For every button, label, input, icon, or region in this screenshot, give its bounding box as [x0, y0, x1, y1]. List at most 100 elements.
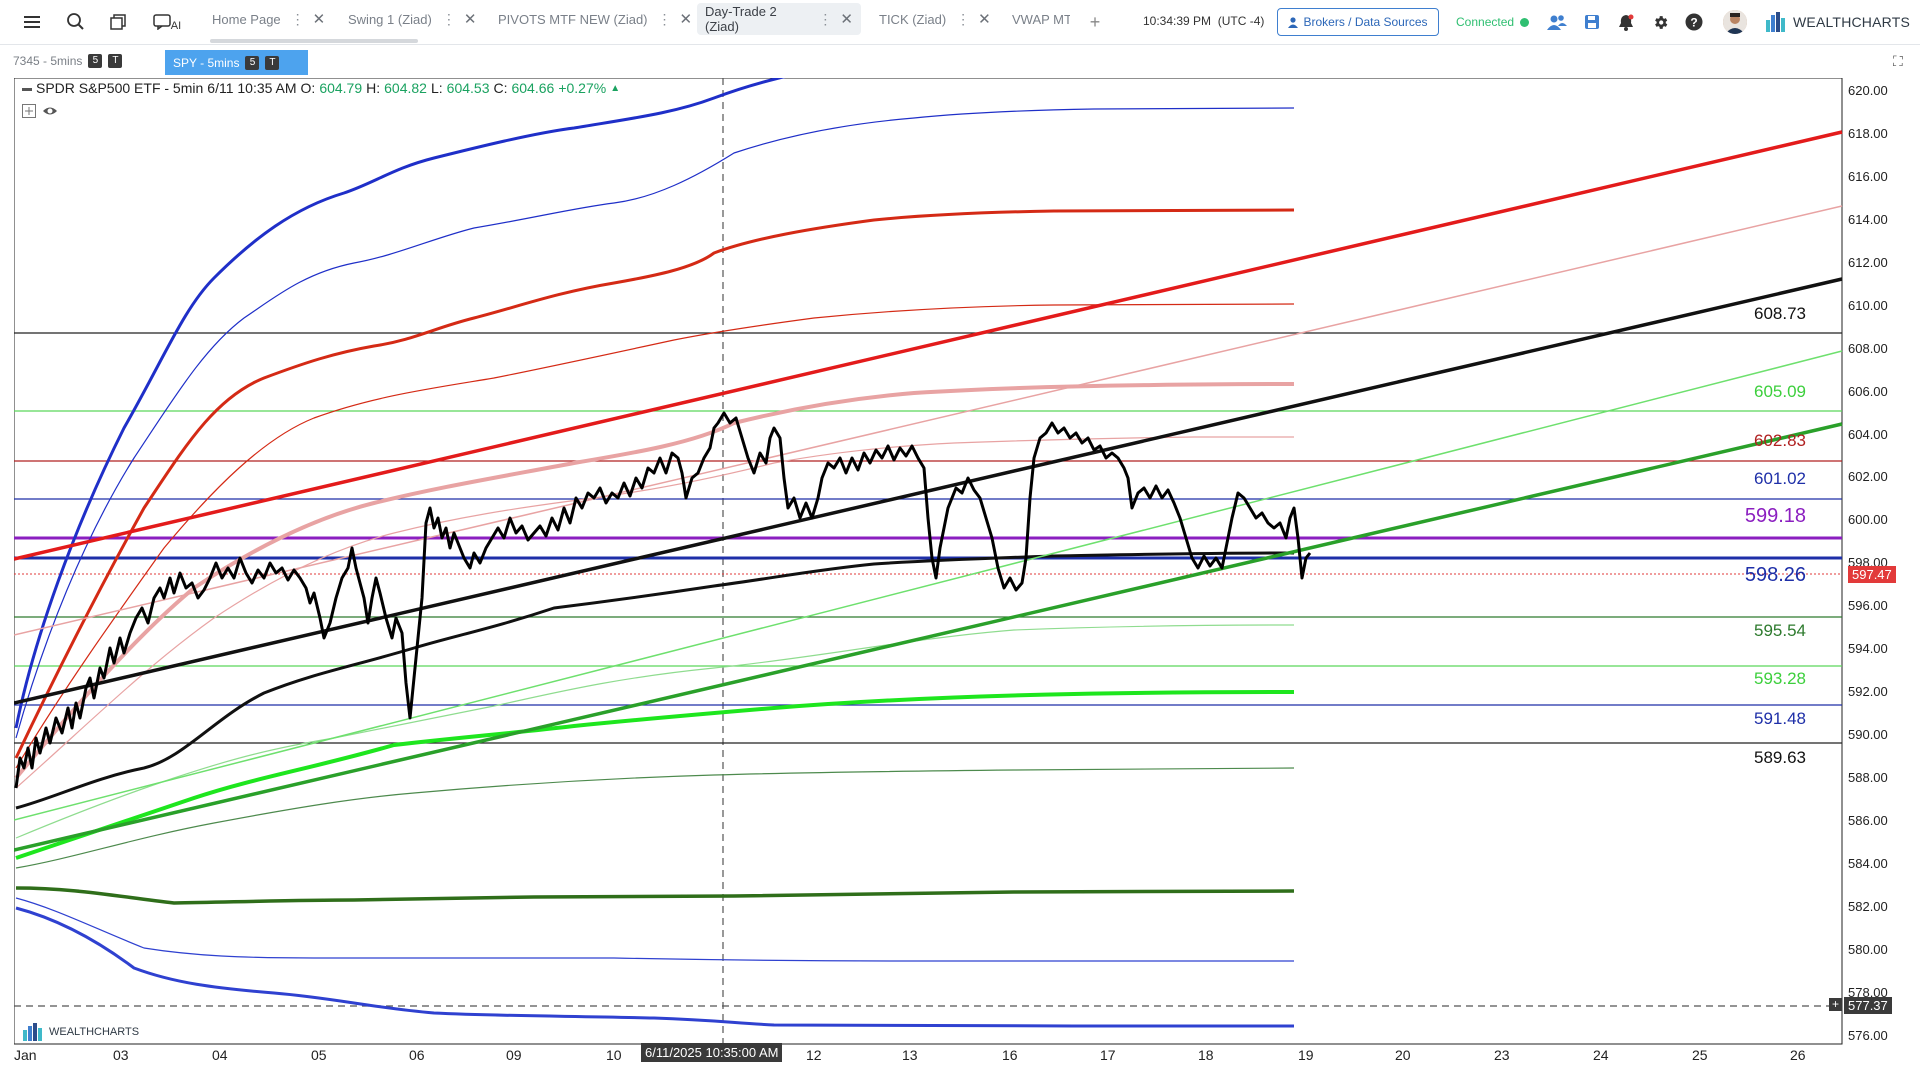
brokers-label: Brokers / Data Sources: [1303, 15, 1428, 29]
layouts-icon[interactable]: [106, 10, 130, 34]
band-lower-3: [15, 897, 1294, 962]
price-tick-label: 620.00: [1848, 83, 1888, 98]
price-tick-label: 590.00: [1848, 727, 1888, 743]
time-tick-label: 13: [902, 1047, 918, 1063]
kebab-icon[interactable]: ⋮: [657, 10, 672, 27]
status-label: Connected: [1456, 15, 1515, 29]
users-icon[interactable]: [1545, 10, 1569, 34]
close-icon[interactable]: ✕: [840, 11, 853, 28]
save-icon[interactable]: [1580, 10, 1604, 34]
level-label: 589.63: [1754, 748, 1806, 767]
close-icon[interactable]: ✕: [463, 11, 477, 28]
brand-name: WEALTHCHARTS: [1793, 14, 1911, 30]
level-label: 608.73: [1754, 304, 1806, 323]
kebab-icon[interactable]: ⋮: [818, 10, 833, 27]
time-tick-label: 24: [1593, 1047, 1609, 1063]
wealthcharts-logo: WEALTHCHARTS: [1765, 11, 1910, 33]
crosshair-add-icon[interactable]: +: [1829, 998, 1842, 1011]
price-tick-label: 612.00: [1848, 254, 1888, 270]
chart-tab-mark[interactable]: 5: [245, 55, 260, 70]
legend-menu-icon[interactable]: ▬: [22, 82, 32, 94]
close-icon[interactable]: ✕: [679, 11, 693, 28]
connection-status: Connected: [1456, 15, 1530, 29]
kebab-icon[interactable]: ⋮: [441, 10, 456, 27]
time-tick-label: 25: [1692, 1047, 1708, 1063]
chart-tab-mark[interactable]: 5: [88, 54, 103, 68]
ai-assistant-icon[interactable]: AI: [150, 10, 184, 34]
time-tick-label: 10: [606, 1047, 622, 1063]
time-tick-label: 26: [1790, 1047, 1806, 1063]
close-icon[interactable]: ✕: [312, 11, 326, 28]
tab-home-page[interactable]: Home Page ⋮ ✕: [204, 3, 333, 35]
tab-label: Home Page: [212, 11, 281, 27]
chart-tab-7345[interactable]: 7345 - 5mins 5 T: [13, 51, 123, 71]
legend-tools: [22, 104, 58, 118]
expand-icon[interactable]: ⛶: [1893, 53, 1903, 69]
low-value: 604.53: [446, 80, 490, 96]
search-icon[interactable]: [64, 10, 88, 34]
time-tick-label: 18: [1198, 1047, 1214, 1063]
wealthcharts-logo-icon: [1766, 12, 1785, 32]
time-tick-label: 03: [113, 1047, 129, 1063]
price-tick-label: 596.00: [1848, 598, 1888, 614]
chart-legend: ▬ SPDR S&P500 ETF - 5min 6/11 10:35 AM O…: [22, 80, 620, 96]
level-label: 598.26: [1744, 564, 1806, 586]
brokers-data-sources-button[interactable]: Brokers / Data Sources: [1277, 8, 1439, 36]
band-upper-3: [14, 78, 786, 729]
price-tick-label: 578.00: [1848, 984, 1888, 1000]
time-tick-label: 04: [212, 1047, 228, 1063]
time-tick-label: 16: [1002, 1047, 1018, 1063]
price-tick-label: 608.00: [1848, 340, 1888, 356]
hamburger-menu-icon[interactable]: [20, 10, 44, 34]
high-label: H:: [366, 80, 381, 96]
time-tick-label: 19: [1298, 1047, 1314, 1063]
price-tick-label: 580.00: [1848, 941, 1888, 957]
tab-pivots-mtf[interactable]: PIVOTS MTF NEW (Ziad) ⋮ ✕: [490, 3, 700, 35]
wealthcharts-logo-icon: [23, 1023, 42, 1041]
trendline-red: [14, 130, 1843, 561]
open-label: O:: [300, 80, 316, 96]
tab-label: Day-Trade 2 (Ziad): [705, 4, 777, 34]
chart-tab-spy[interactable]: SPY - 5mins 5 T: [165, 50, 308, 75]
trendline-pink: [14, 205, 1843, 636]
eye-icon[interactable]: [42, 104, 58, 118]
trendline-black: [14, 277, 1843, 705]
ai-label: AI: [170, 20, 182, 32]
price-tick-label: 582.00: [1848, 898, 1888, 914]
chart-tab-mark[interactable]: T: [108, 54, 123, 68]
last-price-badge: 597.47: [1848, 566, 1896, 583]
watermark-text: WEALTHCHARTS: [49, 1026, 140, 1038]
add-indicator-icon[interactable]: [22, 104, 36, 118]
gear-icon[interactable]: [1648, 10, 1672, 34]
band-upper-1: [14, 208, 1295, 759]
symbol-title: SPDR S&P500 ETF - 5min: [36, 80, 204, 96]
avatar[interactable]: [1723, 10, 1747, 34]
price-chart[interactable]: [14, 78, 1904, 1068]
price-tick-label: 604.00: [1848, 426, 1888, 442]
kebab-icon[interactable]: ⋮: [290, 10, 305, 27]
notifications-icon[interactable]: [1614, 10, 1638, 34]
tab-tick[interactable]: TICK (Ziad) ⋮ ✕: [871, 3, 999, 35]
vwap-line: [15, 551, 1295, 810]
price-tick-label: 592.00: [1848, 684, 1888, 700]
tab-swing-1[interactable]: Swing 1 (Ziad) ⋮ ✕: [340, 3, 484, 35]
kebab-icon[interactable]: ⋮: [956, 10, 971, 27]
band-upper-2: [15, 107, 1295, 739]
level-label: 599.18: [1744, 505, 1806, 527]
help-icon[interactable]: ?: [1682, 10, 1706, 34]
trendline-lightgreen: [14, 350, 1843, 821]
low-label: L:: [430, 80, 443, 96]
tab-vwap[interactable]: VWAP MTI: [1004, 3, 1070, 35]
chart-tab-mark[interactable]: T: [265, 55, 280, 70]
high-value: 604.82: [384, 80, 427, 96]
price-tick-label: 616.00: [1848, 168, 1888, 184]
tabs-scrollbar[interactable]: [210, 39, 418, 43]
close-icon[interactable]: ✕: [978, 11, 991, 28]
add-tab-icon[interactable]: +: [1089, 11, 1101, 32]
price-tick-label: 586.00: [1848, 812, 1888, 828]
tab-day-trade-2[interactable]: Day-Trade 2 (Ziad) ⋮ ✕: [697, 3, 861, 35]
chart-watermark: WEALTHCHARTS: [22, 1022, 139, 1042]
status-dot: [1520, 17, 1530, 27]
change-value: +0.27%: [558, 80, 607, 96]
trend-lines: [14, 130, 1843, 852]
